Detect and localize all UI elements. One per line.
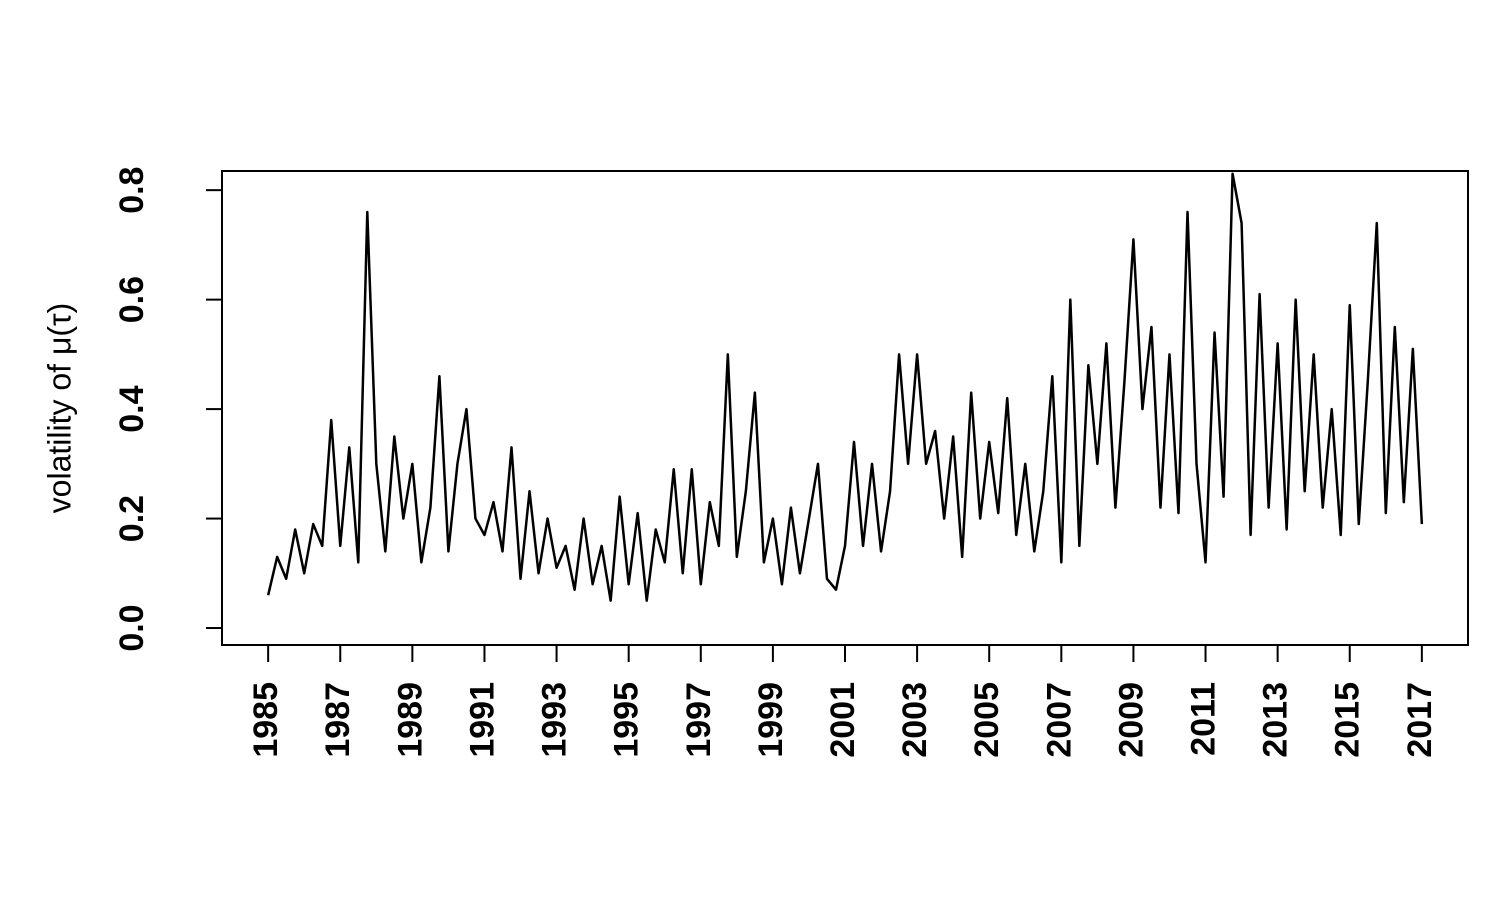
x-tick-label: 1995	[608, 682, 646, 758]
x-tick-label: 1991	[463, 682, 501, 758]
x-tick-label: 2013	[1257, 682, 1295, 758]
x-tick-label: 2017	[1401, 682, 1439, 758]
x-tick-label: 1989	[391, 682, 429, 758]
y-tick-label: 0.4	[113, 385, 151, 432]
x-tick-label: 1993	[536, 682, 574, 758]
data-line	[266, 172, 1424, 602]
y-axis-label: volatility of μ(τ)	[41, 303, 77, 514]
x-tick-label: 2001	[824, 682, 862, 758]
y-tick-label: 0.2	[113, 495, 151, 542]
x-tick-label: 2003	[896, 682, 934, 758]
y-tick-label: 0.6	[113, 276, 151, 323]
x-tick-label: 2011	[1185, 682, 1223, 756]
y-tick-label: 0.0	[113, 604, 151, 651]
x-tick-label: 1987	[319, 682, 357, 758]
x-tick-label: 2005	[968, 682, 1006, 758]
x-tick-label: 2007	[1040, 682, 1078, 758]
y-tick-label: 0.8	[113, 167, 151, 214]
x-tick-label: 2015	[1329, 682, 1367, 758]
x-tick-label: 1985	[247, 682, 285, 758]
x-tick-label: 2009	[1112, 682, 1150, 758]
x-tick-label: 1997	[680, 682, 718, 758]
x-tick-label: 1999	[752, 682, 790, 758]
